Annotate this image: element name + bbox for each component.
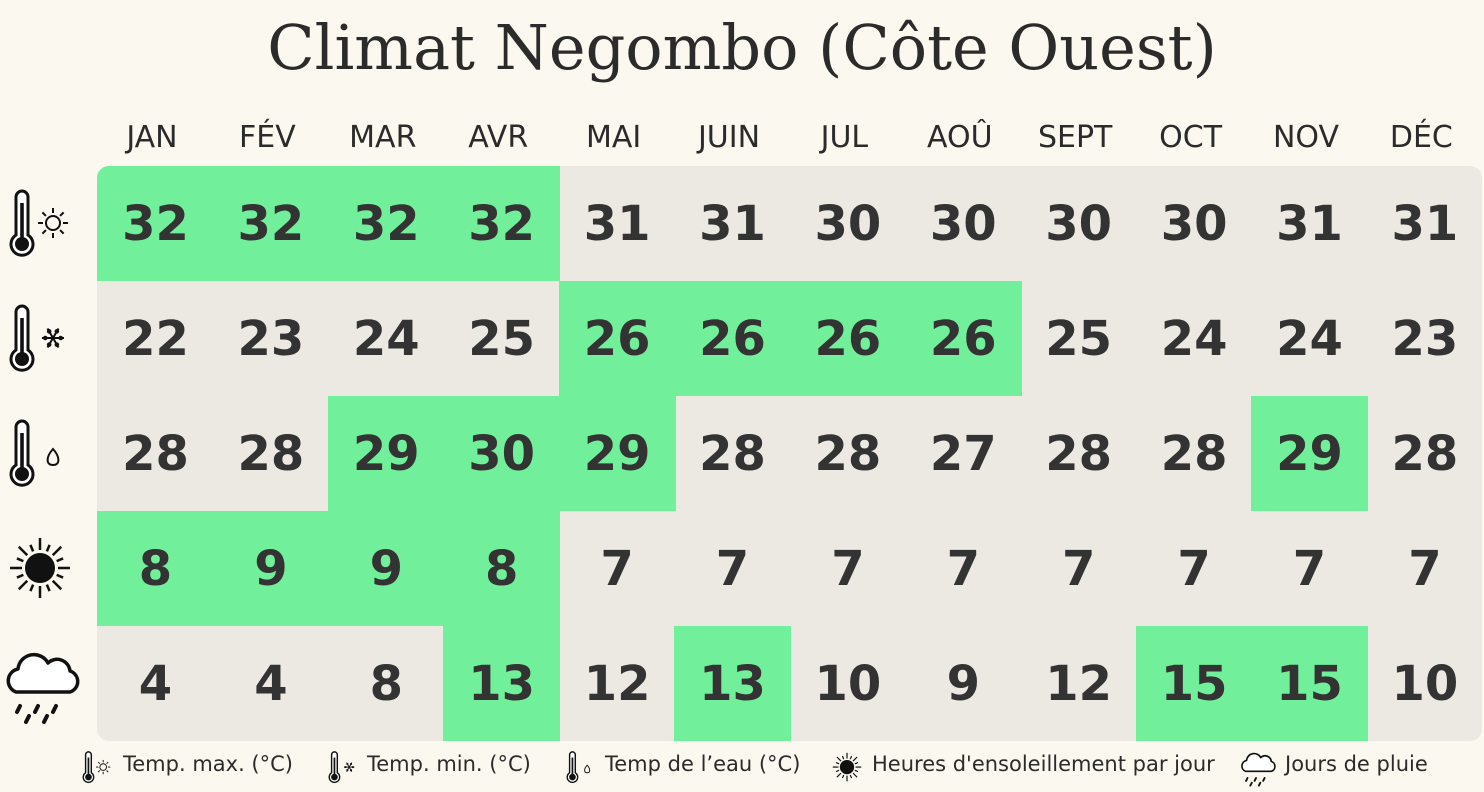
month-label: AVR	[468, 120, 529, 155]
table-cell: 7	[1177, 540, 1211, 597]
month-label: NOV	[1272, 120, 1340, 155]
table-cell: 4	[254, 655, 288, 712]
table-cell: 7	[600, 540, 634, 597]
table-cell: 9	[946, 655, 980, 712]
table-cell: 29	[327, 396, 445, 511]
table-cell: 13	[443, 626, 561, 741]
table-cell: 8	[369, 655, 403, 712]
table-cell: 28	[1391, 425, 1459, 482]
legend: Temp. max. (°C) Temp. min. (°C) Temp de …	[0, 742, 1484, 790]
month-label: JUIN	[697, 120, 761, 155]
legend-item: Temp. min. (°C)	[0, 742, 1484, 790]
month-label: MAI	[585, 120, 642, 155]
table-cell: 7	[1292, 540, 1327, 597]
month-label: JUL	[820, 120, 869, 155]
table-cell: 4	[138, 655, 173, 712]
legend-item: Temp. max. (°C)	[0, 742, 1484, 790]
table-cell: 10	[814, 655, 882, 712]
legend-label: Jours de pluie	[1285, 752, 1428, 776]
table-cell: 7	[831, 540, 865, 597]
table-cell: 7	[1061, 540, 1096, 597]
sun-icon	[0, 511, 95, 626]
month-label: SEPT	[1037, 120, 1113, 155]
table-cell: 32	[97, 166, 214, 281]
table-cell: 29	[1251, 396, 1368, 511]
month-label: AOÛ	[927, 120, 993, 155]
table-cell: 32	[327, 166, 445, 281]
table-cell: 28	[699, 425, 766, 482]
table-cell: 7	[946, 540, 980, 597]
table-cell: 28	[237, 425, 305, 482]
table-cell: 10	[1391, 655, 1459, 712]
table-cell: 28	[122, 425, 189, 482]
table-cell: 31	[699, 195, 766, 252]
table-cell: 29	[558, 396, 676, 511]
table-cell: 32	[212, 166, 330, 281]
table-cell: 30	[814, 195, 882, 252]
table-cell: 30	[1045, 195, 1113, 252]
thermometer-snowflake-icon	[0, 281, 95, 396]
month-label: MAR	[349, 120, 417, 155]
table-cell: 28	[1160, 425, 1228, 482]
month-label: FÉV	[239, 120, 296, 155]
month-header: JAN FÉV MAR AVR MAI JUIN JUL AOÛ SEPT OCT NOV DÉC	[0, 112, 1484, 164]
table-cell: 28	[814, 425, 882, 482]
table-cell: 25	[1045, 310, 1113, 367]
legend-item: Heures d'ensoleillement par jour	[0, 742, 1484, 790]
table-cell: 30	[1160, 195, 1228, 252]
table-cell: 23	[237, 310, 305, 367]
thermometer-drop-icon	[0, 396, 95, 511]
table-cell: 15	[1251, 626, 1368, 741]
table-cell: 12	[583, 655, 651, 712]
legend-label: Heures d'ensoleillement par jour	[872, 752, 1215, 776]
table-cell: 31	[1276, 195, 1343, 252]
table-cell: 15	[1135, 626, 1253, 741]
chart-title: Climat Negombo (Côte Ouest)	[267, 11, 1217, 84]
table-cell: 24	[1276, 310, 1343, 367]
table-cell: 26	[558, 281, 676, 396]
table-cell: 9	[327, 511, 445, 626]
table-cell: 31	[583, 195, 651, 252]
table-cell: 30	[443, 396, 561, 511]
table-cell: 7	[715, 540, 750, 597]
month-label: JAN	[126, 120, 178, 155]
table-cell: 30	[929, 195, 997, 252]
table-cell: 32	[443, 166, 561, 281]
table-cell: 22	[122, 310, 189, 367]
legend-label: Temp. min. (°C)	[367, 752, 531, 776]
month-label: DÉC	[1389, 120, 1453, 155]
table-cell: 7	[1408, 540, 1442, 597]
table-cell: 26	[789, 281, 907, 396]
table-cell: 28	[1045, 425, 1113, 482]
table-cell: 9	[212, 511, 330, 626]
thermometer-sun-icon	[0, 166, 95, 281]
table-cell: 26	[674, 281, 791, 396]
table-cell: 23	[1391, 310, 1459, 367]
table-cell: 27	[929, 425, 997, 482]
legend-label: Temp. max. (°C)	[123, 752, 293, 776]
table-cell: 8	[443, 511, 561, 626]
table-cell: 8	[97, 511, 214, 626]
table-cell: 24	[352, 310, 420, 367]
month-label: OCT	[1159, 120, 1223, 155]
table-cell: 25	[468, 310, 536, 367]
table-cell: 24	[1160, 310, 1228, 367]
legend-label: Temp de l’eau (°C)	[605, 752, 801, 776]
table-cell: 12	[1045, 655, 1113, 712]
rain-cloud-icon	[0, 626, 95, 741]
table-cell: 31	[1391, 195, 1459, 252]
table-cell: 13	[674, 626, 791, 741]
legend-item: Temp de l’eau (°C)	[0, 742, 1484, 790]
legend-item: Jours de pluie	[0, 742, 1484, 790]
table-cell: 26	[904, 281, 1022, 396]
